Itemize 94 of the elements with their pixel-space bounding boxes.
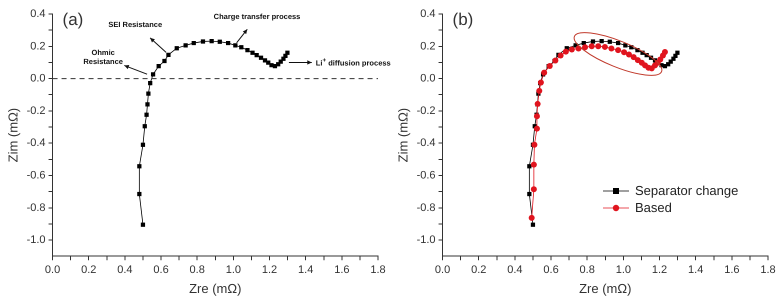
- y-axis-title: Zim (mΩ): [5, 108, 20, 162]
- x-tick-label: 1.4: [688, 264, 704, 276]
- point: [156, 64, 161, 68]
- x-axis-title: Zre (mΩ): [579, 280, 632, 296]
- point: [608, 46, 614, 52]
- x-axis-title: Zre (mΩ): [189, 280, 242, 296]
- point: [166, 52, 171, 57]
- y-tick-label: -0.6: [26, 170, 46, 182]
- y-tick-label: 0.2: [30, 40, 46, 52]
- point: [266, 60, 270, 65]
- point: [144, 112, 149, 117]
- point: [588, 43, 595, 50]
- point: [558, 52, 564, 58]
- point: [527, 192, 532, 196]
- y-tick-label: -1.0: [26, 234, 46, 246]
- y-tick-label: 0.0: [30, 72, 46, 85]
- point: [218, 40, 222, 44]
- x-tick-label: 1.2: [262, 264, 278, 276]
- point: [582, 44, 588, 50]
- point: [184, 43, 188, 48]
- x-tick-label: 1.4: [298, 264, 314, 276]
- y-tick-label: 0.4: [420, 8, 436, 20]
- point: [137, 192, 142, 196]
- y-tick-label: -1.0: [416, 234, 436, 246]
- point: [528, 214, 535, 221]
- point: [142, 124, 147, 128]
- point: [568, 46, 575, 53]
- point: [662, 48, 668, 55]
- y-tick-label: -0.8: [26, 202, 46, 214]
- y-tick-label: -0.4: [26, 137, 46, 150]
- chart-title: (b): [452, 10, 474, 30]
- point: [239, 45, 244, 50]
- x-tick-label: 0.2: [471, 264, 486, 276]
- point: [233, 43, 238, 48]
- point: [530, 162, 537, 168]
- x-tick-label: 1.0: [616, 264, 632, 276]
- point: [595, 43, 602, 50]
- point: [582, 40, 586, 46]
- chart-title: (a): [62, 10, 84, 30]
- point: [269, 63, 274, 68]
- legend-label: Based: [635, 200, 672, 216]
- point: [530, 222, 536, 227]
- x-tick-label: 1.0: [226, 264, 242, 276]
- point: [530, 186, 537, 192]
- y-tick-label: -0.2: [26, 104, 46, 117]
- point: [536, 88, 542, 94]
- x-tick-label: 0.8: [580, 264, 595, 276]
- y-tick-label: -0.6: [416, 170, 436, 182]
- y-axis-title: Zim (mΩ): [395, 108, 410, 162]
- x-tick-label: 1.8: [760, 264, 776, 276]
- y-tick-label: -0.2: [416, 104, 436, 117]
- point: [254, 53, 259, 58]
- x-tick-label: 0.6: [543, 264, 559, 276]
- point: [210, 39, 214, 44]
- x-tick-label: 0.8: [190, 264, 205, 276]
- x-tick-label: 1.2: [652, 264, 668, 276]
- point: [250, 50, 255, 55]
- point: [541, 70, 548, 76]
- point: [285, 50, 290, 55]
- point: [245, 48, 250, 52]
- x-tick-label: 0.6: [153, 264, 169, 276]
- point: [140, 222, 146, 227]
- x-tick-label: 0.2: [81, 264, 96, 276]
- x-tick-label: 1.6: [724, 264, 740, 276]
- y-tick-label: 0.4: [30, 8, 46, 20]
- point: [630, 54, 637, 60]
- point: [192, 40, 196, 46]
- y-tick-label: 0.2: [420, 40, 436, 52]
- point: [174, 46, 179, 50]
- point: [675, 50, 680, 55]
- point: [602, 44, 608, 50]
- x-tick-label: 0.4: [117, 264, 133, 276]
- x-tick-label: 1.6: [334, 264, 350, 276]
- legend-label: Separator change: [635, 183, 738, 198]
- point: [527, 164, 532, 168]
- point: [258, 56, 264, 60]
- point: [600, 39, 604, 44]
- x-tick-label: 1.8: [370, 264, 386, 276]
- x-tick-label: 0.4: [507, 264, 523, 276]
- point: [626, 52, 632, 58]
- point: [615, 47, 622, 54]
- y-tick-label: 0.0: [420, 72, 436, 85]
- point: [562, 48, 569, 55]
- point: [534, 126, 540, 132]
- point: [148, 80, 152, 86]
- y-tick-label: -0.4: [416, 137, 436, 150]
- point: [621, 49, 628, 56]
- point: [534, 113, 540, 120]
- x-tick-label: 0.0: [44, 264, 60, 276]
- x-tick-label: 0.0: [434, 264, 450, 276]
- y-tick-label: -0.8: [416, 202, 436, 214]
- point: [608, 40, 612, 44]
- point: [140, 142, 146, 147]
- point: [137, 164, 142, 168]
